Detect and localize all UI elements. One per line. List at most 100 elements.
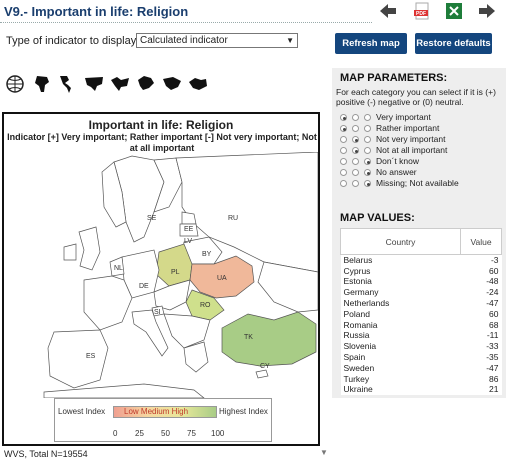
map-cyprus[interactable]: [255, 369, 269, 379]
map-parameters-help: For each category you can select if it i…: [336, 87, 496, 107]
sample-footer: WVS, Total N=19554: [4, 449, 88, 459]
parameter-row: Not at all important: [336, 145, 504, 156]
map-balkans[interactable]: [163, 313, 211, 349]
map-france[interactable]: [83, 275, 133, 331]
map-caucasus[interactable]: [257, 261, 318, 313]
map-north-africa: [43, 383, 205, 398]
map-italy[interactable]: [131, 309, 169, 357]
europe-map[interactable]: SE RU EE LV BY PL UA NL DE RO SI TK ES C…: [4, 152, 318, 398]
table-row: Poland 60: [340, 308, 502, 320]
neutral-radio[interactable]: [364, 158, 371, 165]
positive-radio[interactable]: [340, 136, 347, 143]
map-estonia[interactable]: [181, 211, 197, 225]
map-values-body: Belarus -3 Cyprus 60 Estonia -48 Germany -24 Net…: [340, 254, 502, 395]
country-cell: Netherlands: [340, 297, 461, 309]
map-central-europe[interactable]: [153, 279, 191, 311]
map-values-table: Country Value Belarus -3 Cyprus 60 Estonia -4…: [340, 228, 502, 395]
dropdown-arrow-icon: ▼: [286, 36, 294, 45]
africa-icon[interactable]: [31, 74, 53, 94]
indicator-type-select[interactable]: Calculated indicator ▼: [136, 33, 298, 48]
table-row: Netherlands -47: [340, 297, 502, 309]
country-cell: Cyprus: [340, 265, 461, 277]
positive-radio[interactable]: [340, 169, 347, 176]
pdf-icon-text: PDF: [416, 11, 426, 17]
negative-radio[interactable]: [352, 169, 359, 176]
positive-radio[interactable]: [340, 180, 347, 187]
value-cell: -24: [460, 286, 502, 298]
oceania-icon[interactable]: [187, 74, 209, 94]
table-row: Sweden -47: [340, 362, 502, 374]
map-spain[interactable]: [47, 329, 109, 389]
table-row: Germany -24: [340, 286, 502, 298]
table-row: Slovenia -33: [340, 340, 502, 352]
column-country: Country: [340, 228, 461, 255]
negative-radio[interactable]: [352, 158, 359, 165]
back-arrow-icon[interactable]: [378, 2, 398, 20]
neutral-radio[interactable]: [364, 180, 371, 187]
scale-tick: 50: [161, 429, 170, 438]
table-row: Romania 68: [340, 319, 502, 331]
country-cell: Russia: [340, 330, 461, 341]
middle-east-icon[interactable]: [161, 74, 183, 94]
map-values-heading: MAP VALUES:: [340, 212, 415, 224]
label-se: SE: [147, 215, 157, 222]
forward-arrow-icon[interactable]: [477, 2, 497, 20]
neutral-radio[interactable]: [364, 136, 371, 143]
negative-radio[interactable]: [352, 125, 359, 132]
neutral-radio[interactable]: [364, 125, 371, 132]
label-ru: RU: [228, 215, 238, 222]
negative-radio[interactable]: [352, 147, 359, 154]
pdf-icon[interactable]: PDF: [412, 2, 432, 20]
positive-radio[interactable]: [340, 158, 347, 165]
asia-icon[interactable]: [83, 74, 105, 94]
americas-icon[interactable]: [57, 74, 79, 94]
neutral-radio[interactable]: [364, 147, 371, 154]
negative-radio[interactable]: [352, 114, 359, 121]
scale-tick: 100: [211, 429, 225, 438]
column-value: Value: [460, 228, 502, 255]
restore-defaults-button[interactable]: Restore defaults: [415, 33, 492, 54]
map-norway[interactable]: [101, 161, 127, 228]
parameters-panel: MAP PARAMETERS: For each category you ca…: [332, 68, 506, 398]
map-latvia[interactable]: [179, 223, 199, 237]
refresh-map-button[interactable]: Refresh map: [335, 33, 407, 54]
neutral-radio[interactable]: [364, 114, 371, 121]
country-cell: Poland: [340, 308, 461, 320]
negative-radio[interactable]: [352, 180, 359, 187]
world-icon[interactable]: [4, 74, 26, 94]
label-lv: LV: [184, 238, 192, 245]
country-cell: Slovenia: [340, 340, 461, 352]
map-uk[interactable]: [78, 226, 101, 271]
map-russia[interactable]: [175, 152, 318, 273]
scroll-down-icon[interactable]: ▼: [320, 448, 328, 457]
europe-icon[interactable]: [135, 74, 157, 94]
map-ukraine[interactable]: [189, 255, 255, 299]
map-netherlands[interactable]: [109, 256, 125, 277]
map-poland[interactable]: [155, 243, 193, 287]
negative-radio[interactable]: [352, 136, 359, 143]
parameter-row: Rather important: [336, 123, 504, 134]
positive-radio[interactable]: [340, 125, 347, 132]
value-cell: -47: [460, 297, 502, 309]
map-greece[interactable]: [183, 341, 209, 373]
page-title: V9.- Important in life: Religion: [4, 4, 189, 19]
country-cell: Romania: [340, 319, 461, 331]
map-turkey[interactable]: [221, 311, 317, 367]
value-cell: 60: [460, 265, 502, 277]
label-nl: NL: [114, 265, 123, 272]
parameter-row: Very important: [336, 112, 504, 123]
parameter-row: Don´t know: [336, 156, 504, 167]
value-cell: -35: [460, 351, 502, 363]
positive-radio[interactable]: [340, 114, 347, 121]
positive-radio[interactable]: [340, 147, 347, 154]
value-cell: 86: [460, 373, 502, 385]
eurasia-icon[interactable]: [109, 74, 131, 94]
excel-icon[interactable]: [444, 2, 464, 20]
label-by: BY: [202, 251, 212, 258]
value-cell: -11: [460, 330, 502, 341]
scale-gradient-bar: Low Medium High: [113, 406, 217, 418]
parameter-label: Not very important: [376, 134, 446, 144]
neutral-radio[interactable]: [364, 169, 371, 176]
table-row: Cyprus 60: [340, 265, 502, 277]
map-ireland[interactable]: [63, 243, 77, 261]
